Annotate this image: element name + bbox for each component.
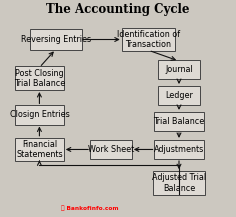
Text: Reversing Entries: Reversing Entries (21, 35, 91, 44)
FancyBboxPatch shape (15, 105, 64, 125)
FancyBboxPatch shape (153, 171, 205, 195)
FancyBboxPatch shape (154, 140, 204, 159)
Text: The Accounting Cycle: The Accounting Cycle (46, 3, 190, 16)
Text: Adjusted Trial
Balance: Adjusted Trial Balance (152, 173, 206, 192)
Text: Closign Entries: Closign Entries (9, 110, 69, 120)
Text: Post Closing
Trial Balance: Post Closing Trial Balance (14, 69, 65, 88)
Text: Adjustments: Adjustments (154, 145, 204, 154)
Text: Financial
Statements: Financial Statements (16, 140, 63, 159)
Text: Ⓑ Bankofinfo.com: Ⓑ Bankofinfo.com (61, 205, 119, 211)
FancyBboxPatch shape (158, 60, 200, 79)
FancyBboxPatch shape (90, 140, 132, 159)
FancyBboxPatch shape (158, 86, 200, 105)
Text: Trial Balance: Trial Balance (153, 117, 205, 126)
Text: Ledger: Ledger (165, 91, 193, 100)
FancyBboxPatch shape (154, 112, 204, 131)
FancyBboxPatch shape (15, 66, 64, 90)
Text: Work Sheet: Work Sheet (88, 145, 134, 154)
FancyBboxPatch shape (30, 29, 82, 50)
FancyBboxPatch shape (122, 28, 176, 51)
FancyBboxPatch shape (15, 138, 64, 161)
Text: Identification of
Transaction: Identification of Transaction (117, 30, 180, 49)
Text: Journal: Journal (165, 65, 193, 74)
